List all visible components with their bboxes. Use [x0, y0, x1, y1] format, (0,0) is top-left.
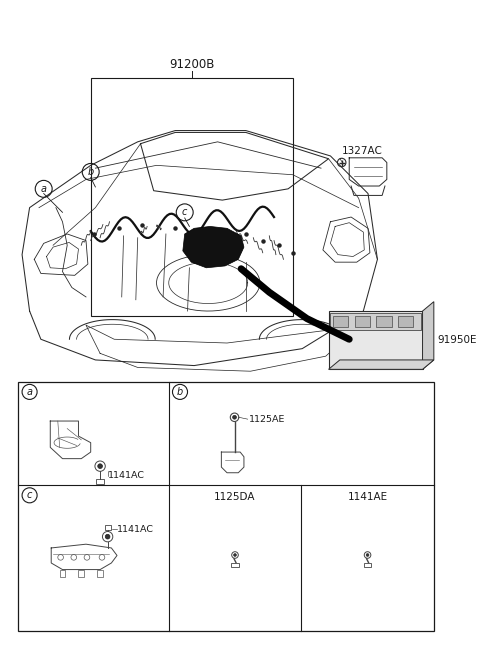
Bar — [398, 316, 413, 327]
Text: 1141AE: 1141AE — [348, 493, 388, 502]
Circle shape — [233, 415, 237, 419]
Text: b: b — [87, 167, 94, 177]
Text: 1125DA: 1125DA — [214, 493, 256, 502]
Text: b: b — [177, 387, 183, 397]
Text: 1125AE: 1125AE — [249, 415, 285, 424]
Circle shape — [98, 464, 102, 468]
Text: a: a — [26, 387, 33, 397]
Bar — [364, 563, 372, 567]
Polygon shape — [328, 360, 434, 369]
Polygon shape — [183, 227, 244, 268]
Polygon shape — [422, 302, 434, 369]
Text: 1141AC: 1141AC — [108, 471, 144, 480]
Bar — [105, 525, 111, 530]
Circle shape — [234, 553, 237, 556]
Text: 91950E: 91950E — [438, 335, 477, 345]
Text: c: c — [182, 208, 187, 217]
Bar — [330, 313, 420, 330]
Bar — [333, 316, 348, 327]
Bar — [231, 563, 239, 567]
Bar — [18, 382, 434, 631]
Circle shape — [105, 534, 110, 539]
Bar — [355, 316, 370, 327]
Bar — [328, 311, 422, 369]
Text: 1141AC: 1141AC — [117, 525, 154, 534]
Text: 91200B: 91200B — [169, 58, 215, 71]
Text: c: c — [27, 491, 32, 500]
Bar — [97, 570, 103, 577]
Text: 1327AC: 1327AC — [342, 146, 383, 156]
Bar — [91, 78, 293, 316]
Circle shape — [366, 553, 369, 556]
Bar — [376, 316, 392, 327]
Bar — [78, 570, 84, 577]
Text: a: a — [41, 184, 47, 194]
Bar — [60, 570, 65, 577]
Bar — [96, 479, 104, 484]
